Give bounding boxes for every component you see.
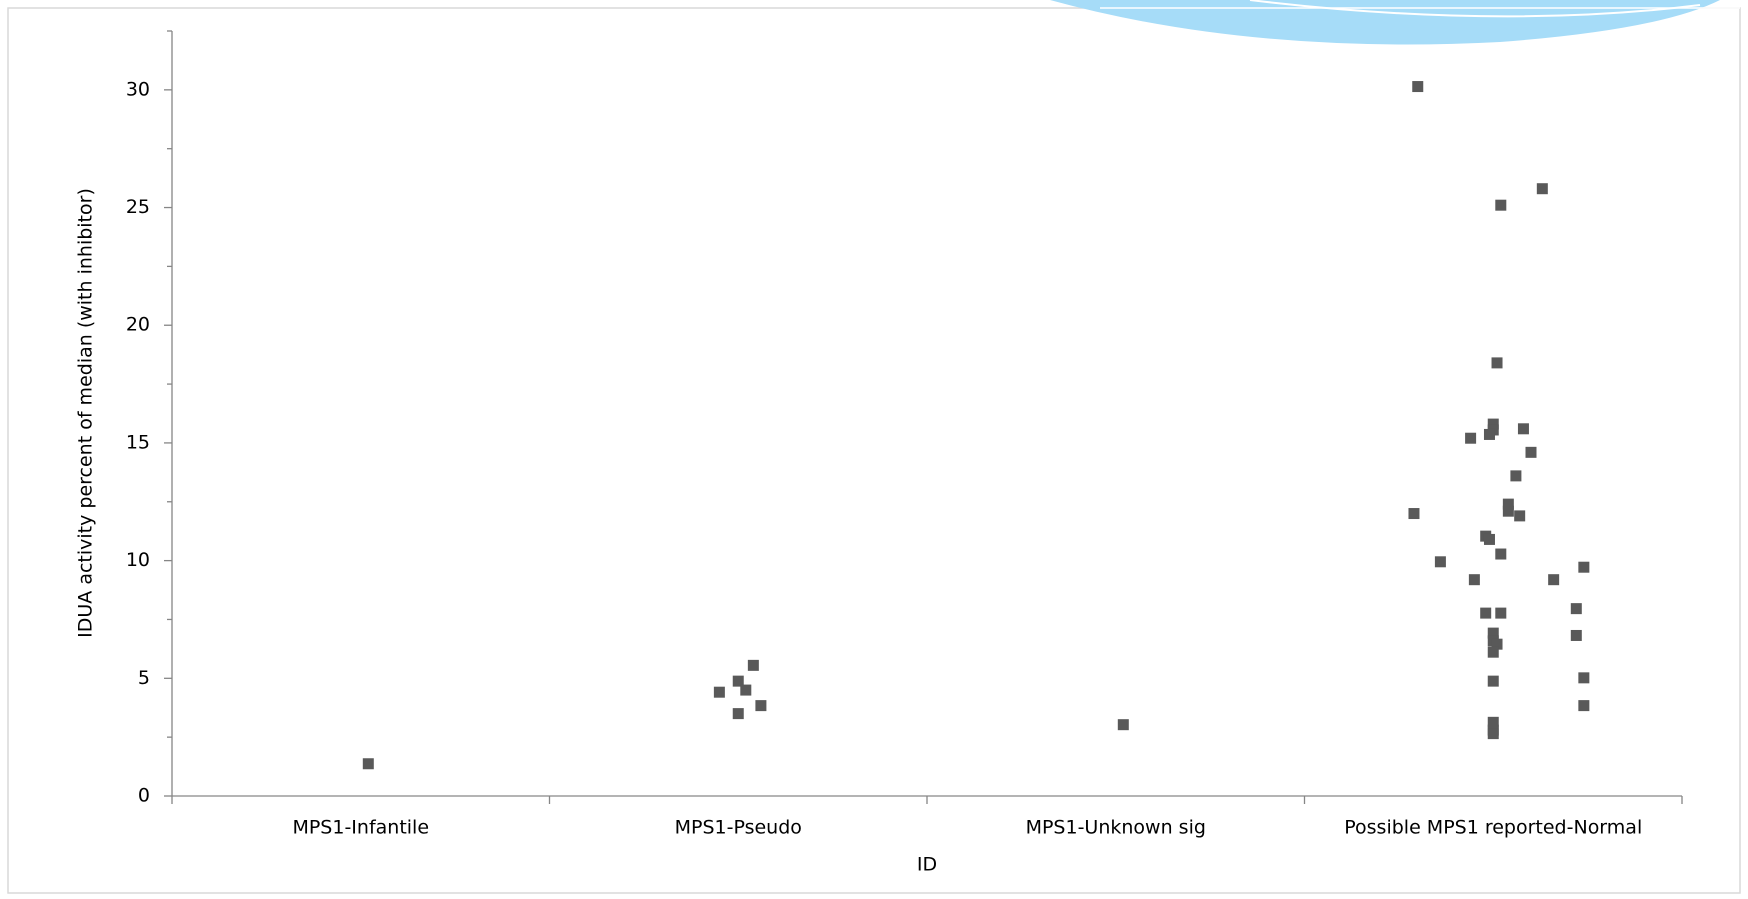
point — [1487, 646, 1499, 658]
point — [1480, 607, 1492, 619]
point — [1117, 719, 1129, 731]
point — [1510, 470, 1522, 482]
x-tick-label: MPS1-Pseudo — [675, 817, 802, 839]
point — [1536, 183, 1548, 195]
y-tick-label: 15 — [126, 431, 150, 453]
point — [1487, 675, 1499, 687]
point — [1468, 574, 1480, 586]
point — [1495, 199, 1507, 211]
point — [1578, 672, 1590, 684]
point — [1483, 428, 1495, 440]
y-tick-label: 0 — [138, 785, 150, 807]
point — [1434, 556, 1446, 568]
point — [1495, 607, 1507, 619]
y-tick-label: 10 — [126, 549, 150, 571]
point — [1412, 81, 1424, 93]
point — [362, 758, 374, 770]
point — [1487, 418, 1499, 430]
point — [1483, 533, 1495, 545]
decoration — [1050, 0, 1740, 45]
point — [747, 659, 759, 671]
chart-frame — [7, 7, 1741, 894]
x-tick-label: MPS1-Unknown sig — [1026, 817, 1206, 839]
point — [1514, 510, 1526, 522]
point — [1548, 574, 1560, 586]
point — [1487, 728, 1499, 740]
point — [740, 684, 752, 696]
point — [732, 675, 744, 687]
point — [1517, 423, 1529, 435]
point — [732, 708, 744, 720]
point — [1570, 603, 1582, 615]
point — [713, 686, 725, 698]
point — [1502, 498, 1514, 510]
y-axis-title: IDUA activity percent of median (with in… — [75, 188, 97, 638]
x-axis-title: ID — [917, 854, 937, 876]
point — [1495, 548, 1507, 560]
y-tick-label: 5 — [138, 667, 150, 689]
point — [1525, 446, 1537, 458]
y-tick-label: 20 — [126, 314, 150, 336]
point — [1578, 561, 1590, 573]
point — [1465, 432, 1477, 444]
x-tick-label: MPS1-Infantile — [292, 817, 429, 839]
point — [1502, 505, 1514, 517]
point — [755, 700, 767, 712]
point — [1487, 627, 1499, 639]
y-tick-label: 25 — [126, 196, 150, 218]
point — [1487, 716, 1499, 728]
point — [1570, 629, 1582, 641]
point — [1491, 638, 1503, 650]
point — [1578, 700, 1590, 712]
x-tick-label: Possible MPS1 reported-Normal — [1344, 817, 1642, 839]
point — [1408, 508, 1420, 520]
y-tick-label: 30 — [126, 78, 150, 100]
point — [1491, 357, 1503, 369]
